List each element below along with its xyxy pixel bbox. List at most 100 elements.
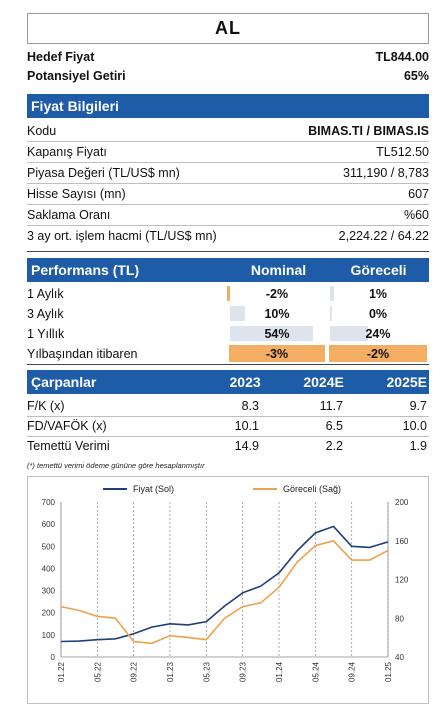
multiples-value: 2.2 [325, 439, 343, 453]
price-info-row: 3 ay ort. işlem hacmi (TL/US$ mn) 2,224.2… [27, 226, 429, 246]
x-tick-label: 09.22 [130, 661, 139, 682]
price-info-row: Hisse Sayısı (mn) 607 [27, 184, 429, 204]
performance-label: 1 Yıllık [27, 326, 65, 341]
performance-relative-cell: 24% [327, 325, 429, 342]
price-info-value: 311,190 / 8,783 [343, 166, 429, 180]
row-divider [27, 416, 429, 417]
performance-row: 3 Aylık 10% 0% [27, 304, 429, 323]
performance-bar [330, 286, 334, 301]
x-tick-label: 05.24 [311, 661, 320, 682]
y-left-tick-label: 400 [42, 564, 56, 573]
x-tick-label: 09.24 [348, 661, 357, 682]
price-info-label: Piyasa Değeri (TL/US$ mn) [27, 166, 180, 180]
x-tick-label: 01.25 [384, 661, 393, 682]
x-tick-label: 01.24 [275, 661, 284, 682]
legend-entry: Göreceli (Sağ) [283, 484, 341, 494]
year-col: 2024E [303, 374, 344, 390]
performance-label: 3 Aylık [27, 306, 64, 321]
multiples-value: 8.3 [241, 399, 259, 413]
y-right-tick-label: 40 [395, 653, 404, 662]
performance-nominal-cell: 10% [227, 305, 327, 322]
x-tick-label: 01.22 [57, 661, 66, 682]
col-nominal: Nominal [250, 262, 307, 278]
performance-bar [230, 306, 246, 321]
multiples-value: 1.9 [409, 439, 427, 453]
target-price-value: TL844.00 [375, 50, 429, 64]
performance-header: Performans (TL) Nominal Göreceli [27, 258, 429, 282]
y-left-tick-label: 600 [42, 520, 56, 529]
performance-bar [330, 306, 332, 321]
price-info-value: 607 [408, 187, 429, 201]
x-tick-label: 09.23 [239, 661, 248, 682]
performance-nominal-cell: -3% [227, 345, 327, 362]
multiples-title: Çarpanlar [31, 374, 97, 390]
target-price-label: Hedef Fiyat [27, 50, 95, 64]
multiples-value: 6.5 [325, 419, 343, 433]
y-right-tick-label: 200 [395, 498, 409, 507]
multiples-row: F/K (x) 8.3 11.7 9.7 [27, 397, 429, 415]
price-info-value: BIMAS.TI / BIMAS.IS [308, 124, 429, 138]
performance-value: -3% [265, 346, 289, 361]
performance-value: 10% [264, 306, 290, 321]
performance-row: 1 Aylık -2% 1% [27, 284, 429, 303]
series-line [60, 525, 389, 643]
row-divider [27, 141, 429, 142]
performance-value: 54% [264, 326, 290, 341]
price-chart-svg: 01.22 05.22 09.22 01.23 05.23 09.23 01.24 05.24… [42, 484, 409, 682]
price-info-label: Hisse Sayısı (mn) [27, 187, 126, 201]
row-divider [27, 162, 429, 163]
y-right-tick-label: 120 [395, 576, 409, 585]
performance-bar [227, 286, 231, 301]
legend-entry: Fiyat (Sol) [133, 484, 174, 494]
rating-badge: AL [27, 13, 429, 44]
multiples-header: Çarpanlar 2023 2024E 2025E [27, 370, 429, 394]
price-info-row: Piyasa Değeri (TL/US$ mn) 311,190 / 8,783 [27, 163, 429, 183]
performance-row: Yılbaşından itibaren -3% -2% [27, 344, 429, 363]
row-divider [27, 436, 429, 437]
multiples-value: 14.9 [234, 439, 259, 453]
performance-value: 24% [365, 326, 391, 341]
price-info-label: Kapanış Fiyatı [27, 145, 107, 159]
y-left-tick-label: 200 [42, 609, 56, 618]
x-tick-label: 05.23 [202, 661, 211, 682]
multiples-row: Temettü Verimi 14.9 2.2 1.9 [27, 437, 429, 455]
series-line [60, 539, 389, 645]
performance-label: 1 Aylık [27, 286, 64, 301]
upside-row: Potansiyel Getiri 65% [27, 66, 429, 86]
performance-bar [330, 326, 368, 341]
divider [27, 364, 429, 365]
performance-value: 1% [368, 286, 388, 301]
multiples-value: 10.1 [234, 419, 259, 433]
performance-row: 1 Yıllık 54% 24% [27, 324, 429, 343]
y-left-tick-label: 300 [42, 587, 56, 596]
performance-value: 0% [368, 306, 388, 321]
multiples-label: F/K (x) [27, 399, 65, 413]
upside-value: 65% [403, 69, 429, 83]
performance-bar [229, 345, 325, 362]
price-info-row: Kodu BIMAS.TI / BIMAS.IS [27, 121, 429, 141]
price-info-row: Saklama Oranı %60 [27, 205, 429, 225]
x-tick-label: 05.22 [93, 661, 102, 682]
row-divider [27, 225, 429, 226]
row-divider [27, 183, 429, 184]
multiples-value: 10.0 [402, 419, 427, 433]
performance-title: Performans (TL) [31, 262, 140, 278]
performance-relative-cell: 0% [327, 305, 429, 322]
year-col: 2023 [229, 374, 261, 390]
performance-relative-cell: -2% [327, 345, 429, 362]
performance-label: Yılbaşından itibaren [27, 346, 138, 361]
price-info-value: TL512.50 [376, 145, 429, 159]
upside-label: Potansiyel Getiri [27, 69, 126, 83]
year-col: 2025E [386, 374, 427, 390]
y-right-tick-label: 80 [395, 614, 404, 623]
target-price-row: Hedef Fiyat TL844.00 [27, 47, 429, 67]
price-info-label: 3 ay ort. işlem hacmi (TL/US$ mn) [27, 229, 217, 243]
y-left-tick-label: 700 [42, 498, 56, 507]
performance-relative-cell: 1% [327, 285, 429, 302]
performance-nominal-cell: -2% [227, 285, 327, 302]
price-chart: 01.22 05.22 09.22 01.23 05.23 09.23 01.24 05.24… [27, 476, 429, 704]
col-relative: Göreceli [350, 262, 407, 278]
footnote: (*) temettü verimi ödeme gününe göre hes… [27, 461, 205, 470]
price-info-label: Saklama Oranı [27, 208, 111, 222]
multiples-value: 9.7 [409, 399, 427, 413]
